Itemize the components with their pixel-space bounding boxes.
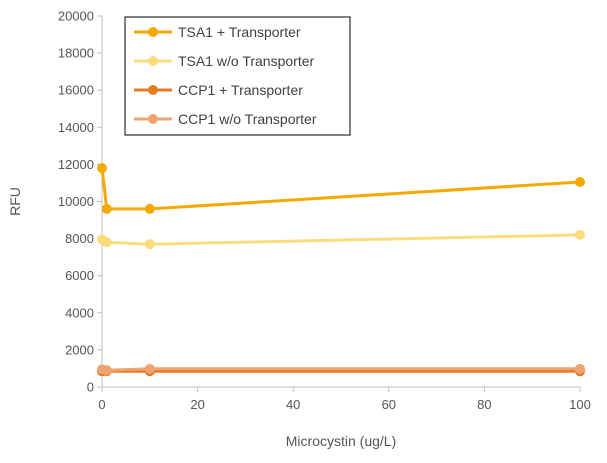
- data-point: [101, 365, 112, 376]
- y-tick-label: 14000: [58, 120, 94, 135]
- y-tick-label: 4000: [65, 305, 94, 320]
- series-line: [101, 233, 581, 246]
- legend-swatch-marker: [148, 114, 158, 124]
- y-tick-label: 0: [87, 380, 94, 395]
- data-point: [575, 363, 585, 374]
- data-point: [101, 203, 112, 214]
- y-tick-label: 16000: [58, 83, 94, 98]
- y-tick-label: 12000: [58, 157, 94, 172]
- data-point: [575, 177, 585, 188]
- data-point: [101, 237, 112, 248]
- x-tick-label: 100: [569, 397, 591, 412]
- legend-item: TSA1 w/o Transporter: [134, 53, 315, 69]
- x-tick-label: 40: [286, 397, 300, 412]
- series-4: [97, 363, 585, 376]
- series-lines: [97, 163, 585, 377]
- series-line: [100, 167, 581, 211]
- y-tick-label: 18000: [58, 46, 94, 61]
- legend-swatch-marker: [148, 27, 158, 37]
- axes: 0 2000 4000 6000 8000 10000 12000 14000 16000 180…: [58, 9, 591, 413]
- legend-label: TSA1 w/o Transporter: [178, 53, 315, 69]
- legend: TSA1 + Transporter TSA1 w/o Transporter CC…: [124, 16, 351, 136]
- y-tick-label: 20000: [58, 9, 94, 24]
- legend-label: TSA1 + Transporter: [178, 24, 301, 40]
- legend-box: [124, 16, 351, 136]
- x-tick-label: 0: [98, 397, 105, 412]
- data-point: [97, 163, 107, 174]
- y-tick-label: 8000: [65, 231, 94, 246]
- y-tick-label: 10000: [58, 194, 94, 209]
- data-point: [144, 203, 155, 214]
- x-tick-label: 20: [190, 397, 204, 412]
- y-axis-title: RFU: [7, 187, 23, 216]
- legend-swatch-marker: [148, 85, 158, 95]
- legend-item: TSA1 + Transporter: [134, 24, 301, 40]
- legend-label: CCP1 + Transporter: [178, 82, 303, 98]
- y-tick-label: 6000: [65, 268, 94, 283]
- legend-swatch-marker: [148, 56, 158, 66]
- data-point: [575, 229, 585, 240]
- y-tick-label: 2000: [65, 342, 94, 357]
- data-point: [144, 363, 155, 374]
- x-axis-title: Microcystin (ug/L): [286, 433, 396, 449]
- series-line: [101, 367, 580, 372]
- x-tick-label: 80: [477, 397, 491, 412]
- legend-item: CCP1 + Transporter: [134, 82, 303, 98]
- data-point: [144, 239, 155, 250]
- series-1: [97, 163, 585, 214]
- x-tick-label: 60: [382, 397, 396, 412]
- legend-item: CCP1 w/o Transporter: [134, 111, 317, 127]
- series-2: [97, 229, 585, 250]
- legend-label: CCP1 w/o Transporter: [178, 111, 317, 127]
